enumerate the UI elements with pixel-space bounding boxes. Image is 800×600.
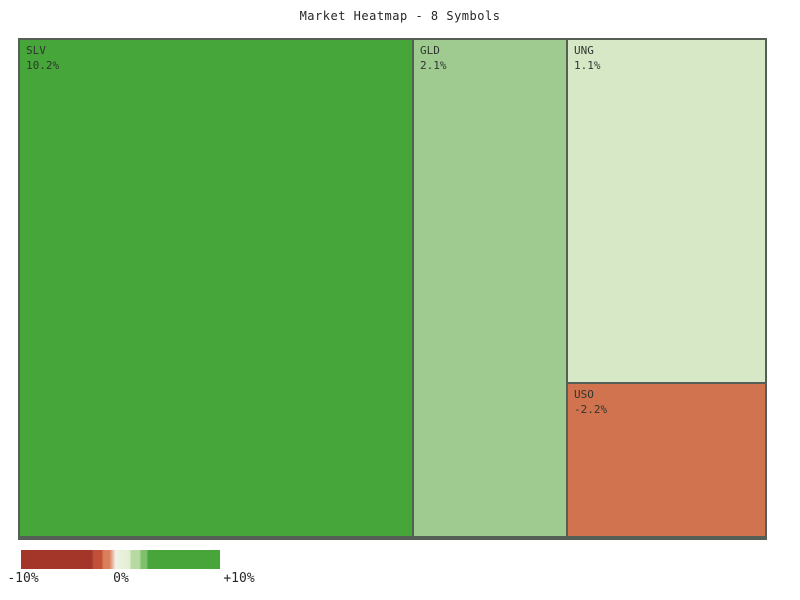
tile-symbol: UNG	[574, 44, 594, 57]
tile-label: SLV 10.2%	[26, 43, 59, 73]
legend-max-label: +10%	[223, 571, 255, 586]
tile-symbol: GLD	[420, 44, 440, 57]
tile-change: 2.1%	[420, 59, 447, 72]
tile-symbol: SLV	[26, 44, 46, 57]
legend-colorbar	[21, 550, 220, 569]
tile-change: 10.2%	[26, 59, 60, 72]
treemap-tile-uso: USO -2.2%	[568, 384, 765, 536]
tile-symbol: USO	[574, 388, 594, 401]
treemap-tile-slv: SLV 10.2%	[20, 40, 412, 536]
chart-title: Market Heatmap - 8 Symbols	[299, 9, 501, 23]
treemap-tile-gld: GLD 2.1%	[414, 40, 566, 536]
tile-label: UNG 1.1%	[574, 43, 601, 73]
color-legend: -10% 0% +10%	[0, 548, 800, 600]
tile-change: -2.2%	[574, 403, 608, 416]
tile-label: GLD 2.1%	[420, 43, 447, 73]
tile-change: 1.1%	[574, 59, 601, 72]
legend-mid-label: 0%	[113, 571, 129, 586]
legend-min-label: -10%	[7, 571, 39, 586]
tile-label: USO -2.2%	[574, 387, 607, 417]
treemap-tile-ung: UNG 1.1%	[568, 40, 765, 382]
treemap: SLV 10.2% GLD 2.1% UNG 1.1% USO -2.2%	[18, 38, 767, 540]
